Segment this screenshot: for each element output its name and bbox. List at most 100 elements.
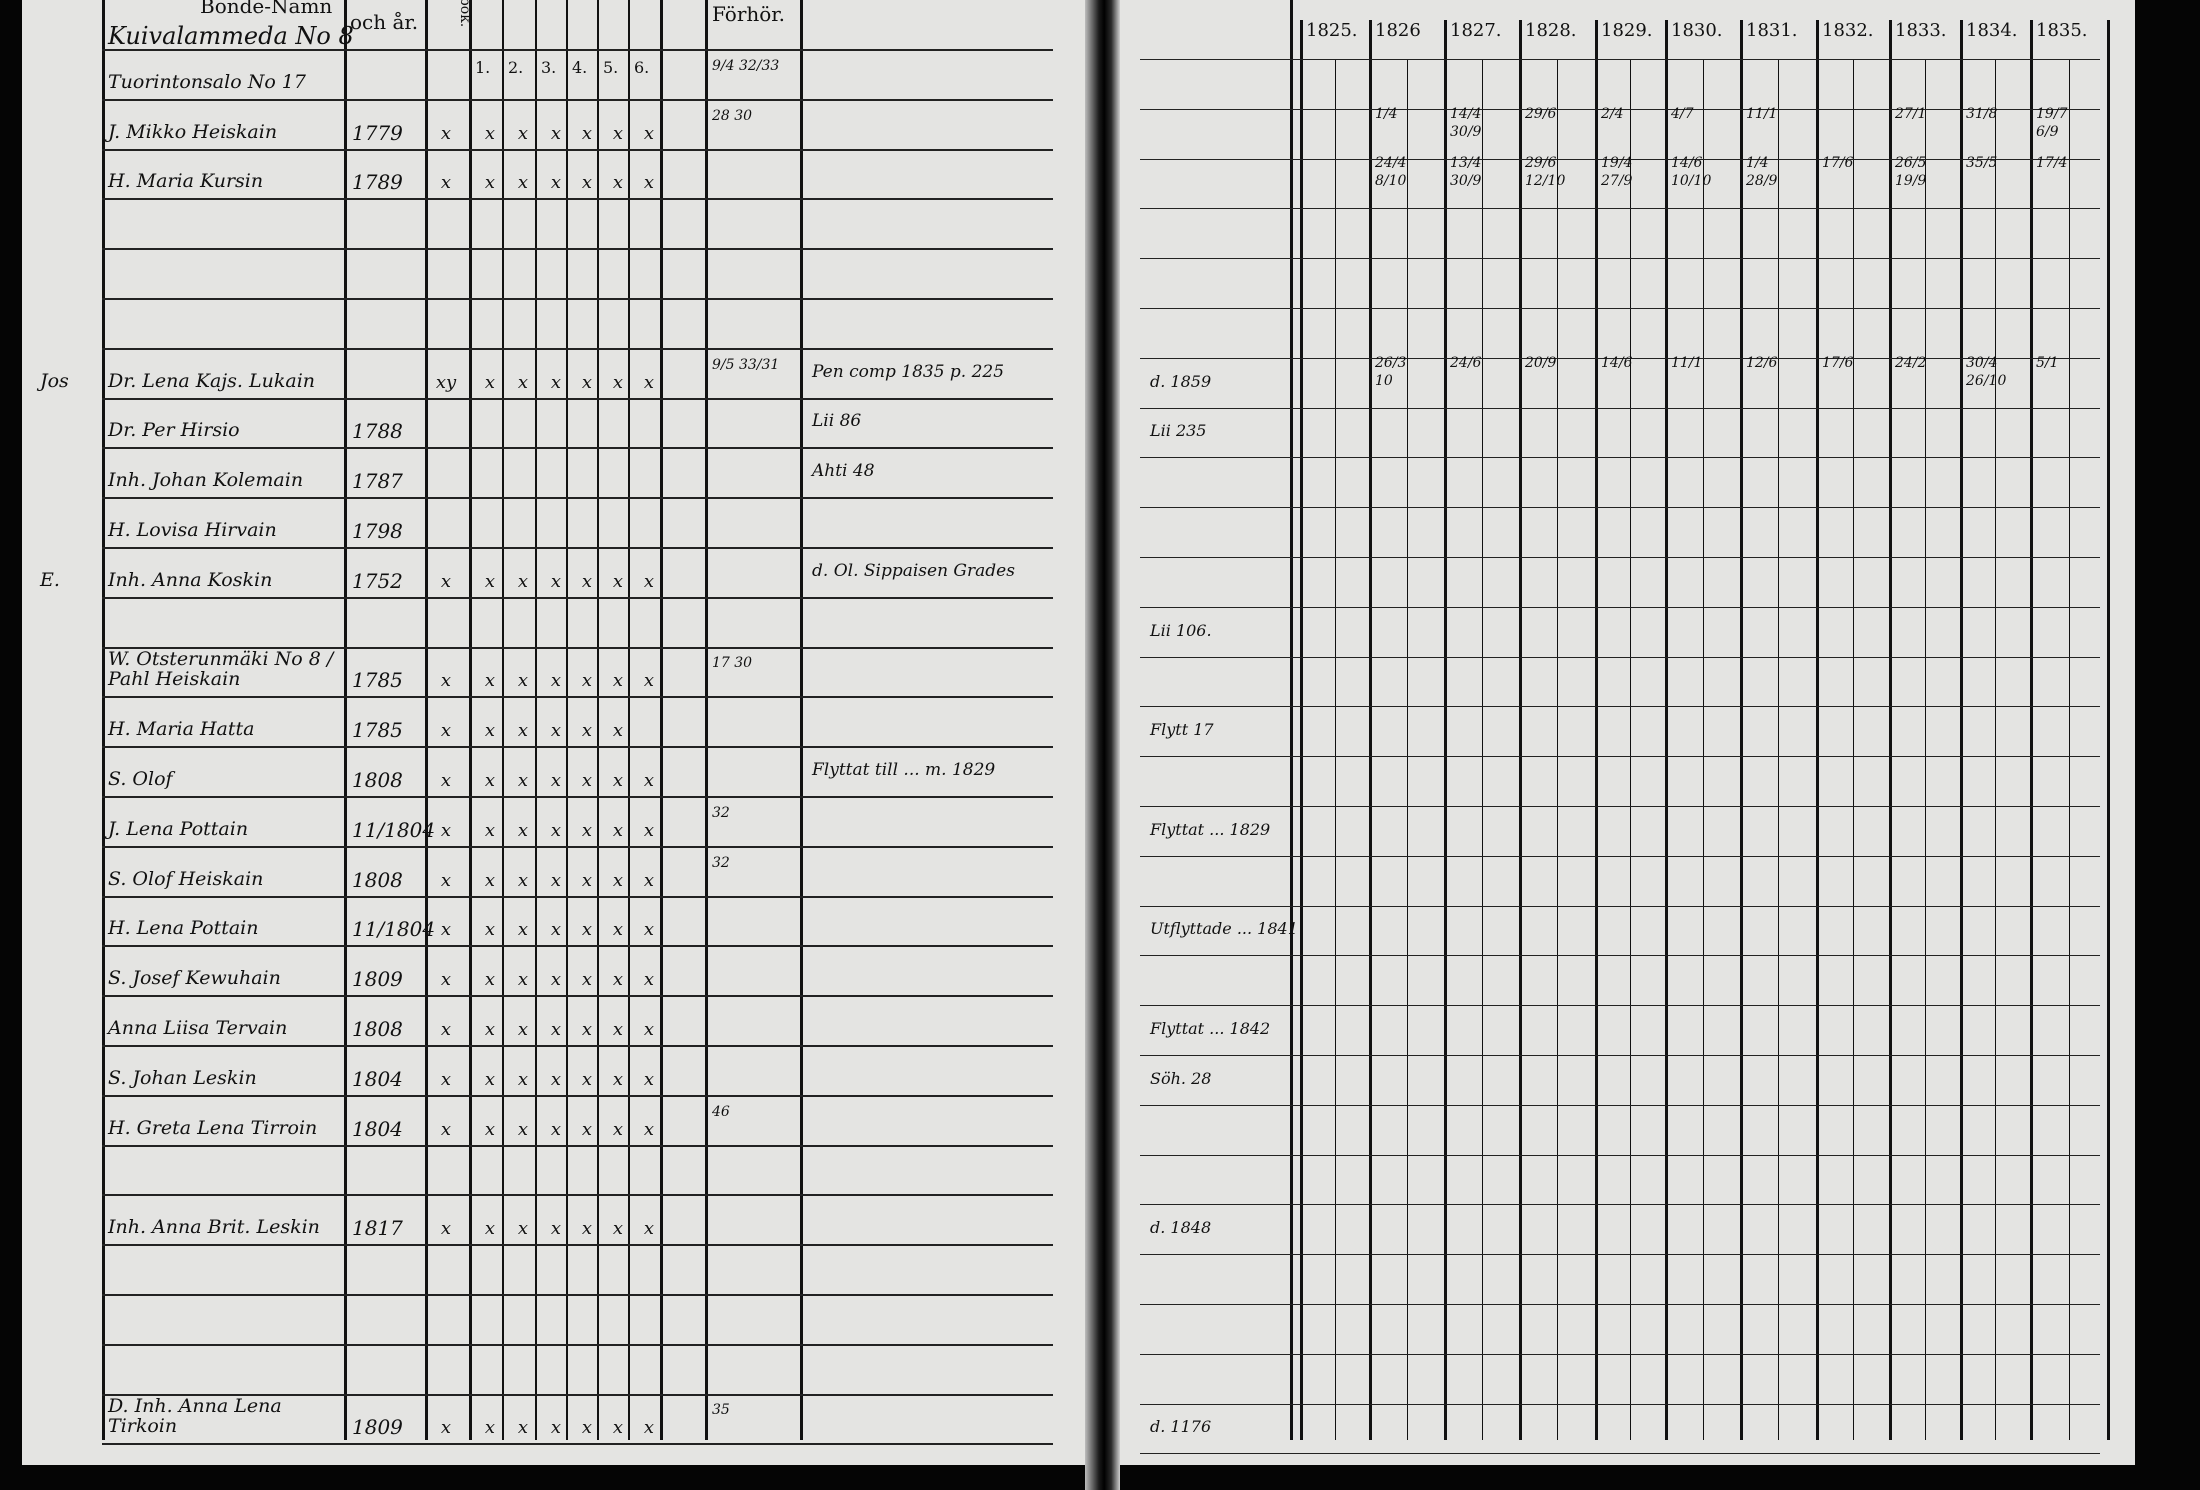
person-name: S. Josef Kewuhain bbox=[108, 967, 281, 990]
exam-mark: x bbox=[550, 1218, 562, 1240]
exam-mark: x bbox=[484, 919, 496, 941]
margin-note: Jos bbox=[40, 369, 69, 392]
column-rule bbox=[705, 0, 708, 1440]
birth-year: 1785 bbox=[352, 718, 403, 743]
communion-date: 5/1 bbox=[2036, 354, 2059, 371]
row-rule bbox=[102, 995, 1053, 998]
row-rule bbox=[102, 1343, 1053, 1346]
communion-date: 19/7 bbox=[2036, 105, 2068, 122]
column-rule bbox=[597, 0, 599, 1440]
exam-mark: x bbox=[517, 1068, 529, 1090]
exam-mark: x bbox=[440, 1218, 452, 1240]
communion-date: 24/6 bbox=[1450, 354, 1482, 371]
exam-mark: x bbox=[517, 122, 529, 144]
person-name: Inh. Anna Brit. Leskin bbox=[108, 1216, 320, 1239]
exam-mark: x bbox=[484, 122, 496, 144]
exam-mark: x bbox=[484, 1019, 496, 1040]
header-numbered-column: 3. bbox=[541, 58, 557, 77]
exam-mark: x bbox=[484, 1118, 496, 1140]
exam-mark: x bbox=[643, 1417, 655, 1439]
village-heading: Kuivalammeda No 8 bbox=[108, 22, 354, 50]
header-year: 1827. bbox=[1450, 20, 1502, 41]
forhor-note: 32 bbox=[712, 854, 730, 871]
row-rule bbox=[1140, 756, 2100, 758]
row-rule bbox=[102, 1045, 1053, 1047]
exam-mark: x bbox=[484, 819, 496, 841]
row-rule bbox=[1140, 1204, 2100, 1206]
column-rule bbox=[628, 0, 630, 1440]
person-name: S. Johan Leskin bbox=[108, 1066, 257, 1089]
row-rule bbox=[1140, 59, 2100, 60]
exam-mark: x bbox=[643, 1118, 655, 1140]
exam-mark: x bbox=[517, 1118, 529, 1140]
row-rule bbox=[102, 746, 1053, 749]
exam-mark: x bbox=[581, 770, 593, 791]
right-margin-note: Söh. 28 bbox=[1150, 1068, 1212, 1088]
exam-mark: x bbox=[612, 670, 624, 692]
exam-mark: x bbox=[550, 371, 562, 393]
forhor-note: 9/4 32/33 bbox=[712, 57, 780, 74]
communion-date: 28/9 bbox=[1746, 173, 1778, 190]
column-rule bbox=[502, 0, 504, 1440]
header-year: 1835. bbox=[2036, 20, 2088, 41]
communion-date: 27/1 bbox=[1895, 105, 1927, 122]
row-rule bbox=[102, 98, 1053, 101]
header-bok-column: bok. bbox=[457, 0, 474, 28]
year-column-rule bbox=[1740, 20, 1743, 1440]
person-name: Anna Liisa Tervain bbox=[108, 1017, 288, 1039]
exam-mark: x bbox=[440, 720, 452, 742]
communion-date: 11/1 bbox=[1671, 354, 1703, 371]
person-name: H. Lovisa Hirvain bbox=[108, 519, 277, 541]
header-numbered-column: 6. bbox=[634, 58, 650, 77]
left-page: Bonde-Namn och år. bok. 1. 2. 3. 4. 5. 6. Förhör.… bbox=[22, 0, 1085, 1465]
exam-mark: x bbox=[484, 1068, 496, 1090]
exam-mark: x bbox=[517, 720, 529, 742]
exam-mark: x bbox=[484, 720, 496, 742]
exam-mark: x bbox=[550, 720, 562, 742]
communion-date: 14/6 bbox=[1671, 155, 1703, 172]
exam-mark: x bbox=[517, 371, 529, 393]
row-rule bbox=[1140, 1005, 2100, 1007]
person-name: Dr. Per Hirsio bbox=[108, 419, 240, 442]
exam-mark: x bbox=[440, 869, 452, 891]
exam-mark: x bbox=[612, 819, 624, 841]
row-rule bbox=[102, 1443, 1053, 1446]
exam-mark: x bbox=[581, 570, 593, 592]
right-margin-note: Flytt 17 bbox=[1150, 720, 1214, 740]
right-margin-note: Flyttat ... 1842 bbox=[1150, 1019, 1271, 1038]
column-rule bbox=[660, 0, 663, 1440]
exam-mark: x bbox=[440, 1019, 452, 1040]
right-margin-note: d. 1848 bbox=[1150, 1218, 1212, 1238]
exam-mark: x bbox=[612, 371, 624, 393]
year-column-rule bbox=[1595, 20, 1598, 1440]
year-column-rule bbox=[1369, 20, 1372, 1440]
forhor-note: 46 bbox=[712, 1103, 730, 1120]
exam-mark: x bbox=[643, 1019, 655, 1040]
column-rule bbox=[344, 0, 347, 1440]
exam-mark: x bbox=[484, 869, 496, 891]
person-name: J. Lena Pottain bbox=[108, 817, 249, 840]
row-rule bbox=[1140, 855, 2100, 857]
communion-date: 14/4 bbox=[1450, 105, 1482, 122]
header-year: 1825. bbox=[1306, 20, 1358, 41]
birth-year: 1788 bbox=[352, 419, 403, 444]
person-name: Dr. Lena Kajs. Lukain bbox=[108, 369, 316, 392]
right-margin-note: Utflyttade ... 1841 bbox=[1150, 919, 1298, 939]
exam-mark: x bbox=[550, 570, 562, 592]
column-rule bbox=[1290, 0, 1293, 1440]
communion-date: 30/9 bbox=[1450, 123, 1482, 140]
column-rule bbox=[102, 0, 105, 1440]
right-margin-note: Lii 106. bbox=[1150, 620, 1212, 640]
header-year: 1831. bbox=[1746, 20, 1798, 41]
exam-mark: x bbox=[517, 1218, 529, 1240]
exam-mark: x bbox=[440, 919, 452, 941]
communion-date: 26/5 bbox=[1895, 155, 1927, 172]
row-rule bbox=[102, 596, 1053, 599]
birth-year: 1808 bbox=[352, 1017, 403, 1041]
row-rule bbox=[1140, 1055, 2100, 1056]
communion-date: 24/2 bbox=[1895, 354, 1927, 371]
exam-mark: x bbox=[484, 670, 496, 692]
exam-mark: x bbox=[484, 1218, 496, 1240]
subcolumn-rule bbox=[1924, 60, 1926, 1440]
exam-mark: x bbox=[484, 969, 496, 991]
